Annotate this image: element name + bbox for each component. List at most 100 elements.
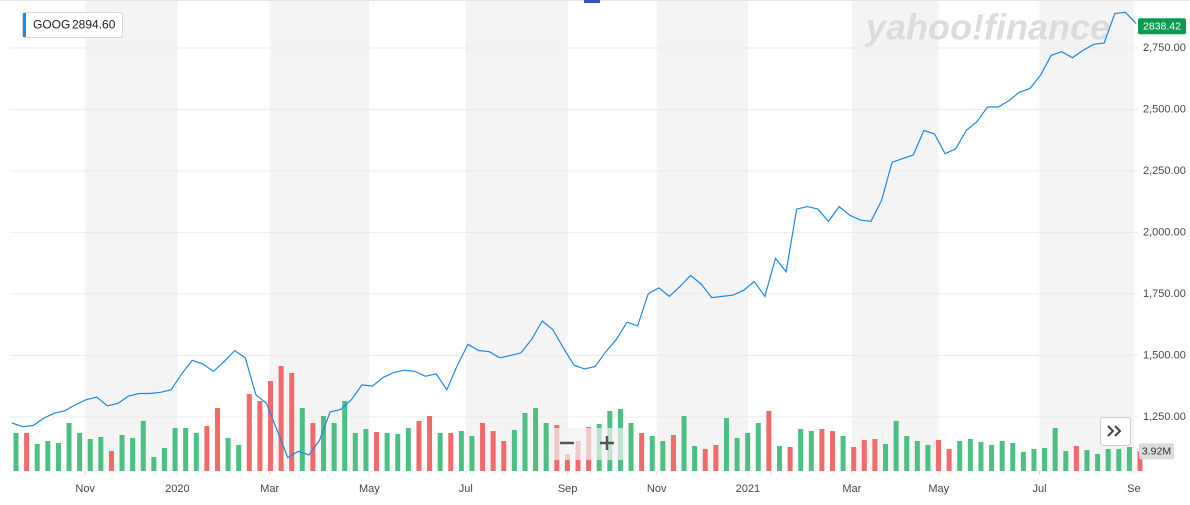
volume-bar — [246, 394, 252, 471]
volume-bar — [946, 449, 952, 471]
volume-bar — [872, 439, 878, 471]
volume-bar — [713, 445, 719, 471]
volume-bar — [776, 446, 782, 471]
zoom-controls — [550, 428, 628, 460]
scroll-box[interactable] — [1100, 417, 1131, 446]
volume-bar — [755, 423, 761, 471]
volume-bar — [692, 446, 698, 471]
watermark: yahoo!finance — [864, 7, 1110, 48]
volume-bar — [448, 433, 454, 471]
volume-bar — [1010, 443, 1016, 471]
volume-bar — [989, 445, 995, 471]
volume-bar — [819, 429, 825, 471]
volume-bar — [893, 421, 899, 471]
volume-bar — [670, 435, 676, 471]
y-tick-label: 2,750.00 — [1143, 42, 1186, 54]
volume-bar — [363, 429, 369, 471]
volume-bar — [236, 445, 242, 471]
volume-bar — [639, 433, 645, 471]
legend-box — [22, 12, 123, 38]
volume-bar — [1126, 447, 1132, 471]
volume-bar — [533, 408, 539, 471]
volume-bar — [734, 438, 740, 471]
volume-bar — [787, 447, 793, 471]
volume-bar — [183, 428, 189, 471]
volume-bar — [24, 433, 30, 471]
volume-bar — [543, 423, 549, 471]
volume-bar — [299, 408, 305, 471]
x-tick-label: May — [359, 483, 380, 495]
volume-bar — [458, 431, 464, 471]
volume-bar — [108, 451, 114, 471]
volume-bar — [904, 436, 910, 471]
volume-bar — [883, 444, 889, 471]
legend-name: GOOG — [33, 18, 70, 32]
bands — [85, 0, 1134, 471]
band — [851, 0, 939, 471]
volume-bar — [66, 423, 72, 471]
x-tick-label: 2020 — [165, 483, 189, 495]
x-tick-label: Jul — [459, 483, 473, 495]
volume-bar — [469, 436, 475, 471]
volume-bar — [914, 441, 920, 471]
volume-bar — [395, 434, 401, 471]
volume-bar — [172, 428, 178, 471]
y-tick-label: 2,250.00 — [1143, 165, 1186, 177]
grid — [10, 47, 1138, 475]
volume-bar — [978, 442, 984, 471]
volume-bar — [1116, 449, 1122, 471]
volume-bar — [967, 439, 973, 471]
x-tick-label: Mar — [842, 483, 861, 495]
y-tick-label: 1,750.00 — [1143, 288, 1186, 300]
volume-bar — [193, 433, 199, 471]
volume-bar — [745, 433, 751, 471]
volume-bar — [55, 443, 61, 471]
volume-bar — [405, 428, 411, 471]
volume-tag — [1139, 443, 1174, 460]
volume-bar — [1052, 428, 1058, 471]
band — [1039, 0, 1134, 471]
volume-bar — [649, 436, 655, 471]
volume-bar — [45, 441, 51, 471]
volume-bar — [681, 416, 687, 471]
volume-bar — [861, 440, 867, 471]
volume-bar — [829, 431, 835, 471]
handle[interactable] — [584, 0, 600, 3]
volume-bar — [384, 433, 390, 471]
volume-bar — [437, 433, 443, 471]
volume-bar — [1095, 454, 1101, 471]
band — [465, 0, 568, 471]
volume-bar — [999, 441, 1005, 471]
zoom-bg — [550, 428, 628, 460]
band — [269, 0, 370, 471]
volume-bar — [766, 411, 772, 471]
scroll-icon — [1107, 425, 1122, 437]
x-tick-label: Nov — [647, 483, 667, 495]
volume-bar — [427, 416, 433, 471]
volume-bar — [214, 408, 220, 471]
volume-tag-label: 3.92M — [1142, 446, 1171, 458]
volume-bar — [278, 366, 284, 471]
volume-bar — [490, 431, 496, 471]
volume-bar — [161, 448, 167, 471]
volume-bar — [416, 421, 422, 471]
volume-bar — [1042, 448, 1048, 471]
volume-bar — [798, 429, 804, 471]
volume-bar — [34, 444, 40, 471]
y-tick-label: 2,500.00 — [1143, 103, 1186, 115]
scroll-button[interactable] — [1100, 417, 1131, 446]
y-tick-label: 2,000.00 — [1143, 226, 1186, 238]
volume-bar — [87, 439, 93, 471]
volume-bar — [660, 441, 666, 471]
volume-bar — [310, 423, 316, 471]
volume-bar — [119, 435, 125, 471]
volume-bar — [1073, 446, 1079, 471]
volume-bar — [1020, 452, 1026, 471]
volume-bar — [723, 418, 729, 471]
price-tag — [1138, 18, 1186, 35]
volume-bar — [522, 413, 528, 471]
volume-bar — [267, 381, 273, 471]
x-tick-label: Nov — [75, 483, 95, 495]
volume-bar — [957, 441, 963, 471]
